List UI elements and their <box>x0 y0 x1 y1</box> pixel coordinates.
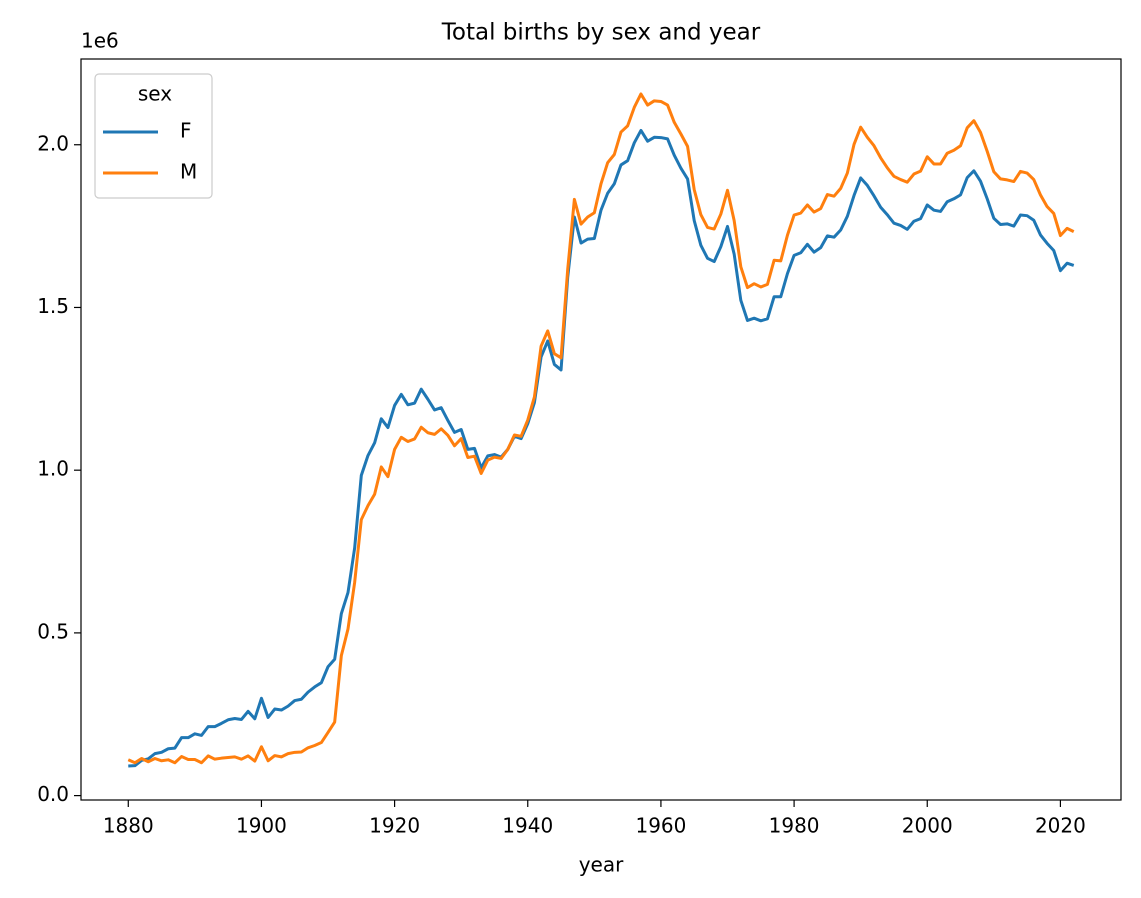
x-tick-label: 1960 <box>635 814 686 838</box>
legend-box <box>94 73 213 199</box>
x-tick-label: 2020 <box>1035 814 1086 838</box>
x-tick-label: 2000 <box>902 814 953 838</box>
line-series <box>127 92 1075 765</box>
chart-title: Total births by sex and year <box>441 20 761 46</box>
y-tick-label: 0.0 <box>37 782 69 806</box>
y-tick-label: 0.5 <box>37 619 69 643</box>
x-tick-label: 1880 <box>103 814 154 838</box>
legend-label: F <box>180 119 192 143</box>
x-tick-label: 1920 <box>369 814 420 838</box>
x-tick-label: 1900 <box>236 814 287 838</box>
legend-title: sex <box>138 82 172 106</box>
x-tick-label: 1980 <box>769 814 820 838</box>
plot-frame <box>80 58 1122 801</box>
legend: sex FM <box>94 73 213 199</box>
legend-label: M <box>180 160 197 184</box>
line-series <box>128 128 1075 768</box>
y-tick-label: 1.5 <box>37 294 69 318</box>
x-tick-label: 1940 <box>502 814 553 838</box>
y-tick-label: 2.0 <box>37 131 69 155</box>
y-tick-label: 1.0 <box>37 457 69 481</box>
y-offset-label: 1e6 <box>81 29 119 53</box>
x-axis-label: year <box>579 853 624 877</box>
